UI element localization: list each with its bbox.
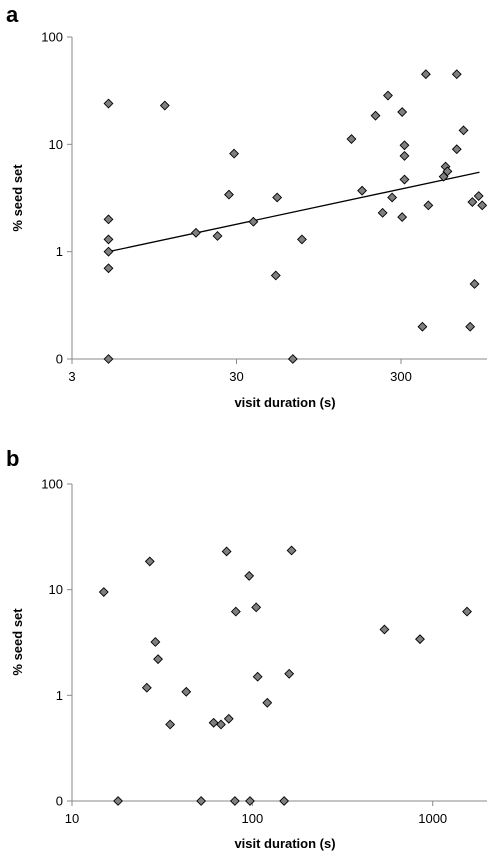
panel-a-data-point xyxy=(287,354,298,364)
panel-a-data-point xyxy=(423,200,434,211)
panel-b-x-axis-title: visit duration (s) xyxy=(234,836,335,851)
panel-b-data-point xyxy=(379,624,390,635)
panel-b-data-point xyxy=(196,796,207,806)
panel-a-data-point xyxy=(103,234,114,245)
panel-b-data-point xyxy=(286,545,297,556)
panel-a-data-point xyxy=(477,200,488,211)
panel-b-data-point xyxy=(252,671,263,682)
panel-a-data-point xyxy=(383,90,393,101)
panel-a-ticks: 0 1 10 100 3 30 300 xyxy=(41,30,412,385)
panel-b-data-point xyxy=(153,654,163,665)
panel-a-data-point xyxy=(212,231,223,241)
panel-b-y-tick-label: 10 xyxy=(49,582,63,597)
panel-a-trendline xyxy=(108,171,480,253)
panel-b-data-point xyxy=(98,587,109,597)
panel-a-data-point xyxy=(397,107,408,117)
panel-b-data-point xyxy=(415,634,425,645)
panel-a-y-tick-label: 0 xyxy=(56,352,63,367)
panel-b-letter: b xyxy=(6,446,19,471)
panel-b-ticks: 0 1 10 100 10 100 1000 xyxy=(41,477,447,827)
panel-a-data-point xyxy=(190,227,201,238)
panel-a-data-point xyxy=(229,148,240,159)
panel-b-data-point xyxy=(165,719,176,730)
panel-a-x-tick-label: 30 xyxy=(229,369,243,384)
panel-a-data-point xyxy=(103,98,114,109)
panel-a-data-point xyxy=(297,234,307,245)
panel-b-data-point xyxy=(221,546,232,557)
panel-b-data-point xyxy=(150,637,161,647)
panel-a-data-point xyxy=(473,191,484,201)
panel-b-y-tick-label: 100 xyxy=(41,477,63,492)
panel-a-data-point xyxy=(103,214,114,225)
panel-a-points xyxy=(103,69,488,364)
panel-a-data-point xyxy=(451,144,462,155)
panel-a-data-point xyxy=(417,321,428,332)
panel-a-data-point xyxy=(397,212,408,223)
panel-b-data-point xyxy=(251,602,262,613)
panel-b-data-point xyxy=(230,606,241,617)
panel-a-data-point xyxy=(103,263,114,274)
panel-a-data-point xyxy=(159,100,170,111)
panel-a-data-point xyxy=(465,321,476,332)
panel-b-data-point xyxy=(141,682,152,693)
panel-b-x-tick-label: 1000 xyxy=(418,811,447,826)
panel-a-data-point xyxy=(467,197,478,207)
panel-a-y-tick-label: 100 xyxy=(41,30,63,45)
panel-a-scatter-chart: a 0 1 10 100 3 30 300 visit duration (s) % see… xyxy=(6,2,488,410)
panel-b-data-point xyxy=(113,796,123,806)
panel-a-y-tick-label: 10 xyxy=(49,137,63,152)
panel-a-data-point xyxy=(248,216,259,227)
panel-a-data-point xyxy=(442,166,453,177)
panel-a-data-point xyxy=(451,69,462,80)
panel-b-data-point xyxy=(462,606,472,617)
panel-a-data-point xyxy=(224,189,234,200)
panel-b-y-axis-title: % seed set xyxy=(10,608,25,676)
panel-b-data-point xyxy=(245,796,255,806)
panel-b-data-point xyxy=(244,570,255,581)
panel-a-data-point xyxy=(377,207,388,218)
panel-a-data-point xyxy=(357,185,368,196)
panel-a-letter: a xyxy=(6,2,19,27)
panel-a-data-point xyxy=(387,192,398,203)
panel-a-data-point xyxy=(458,125,469,136)
panel-b-data-point xyxy=(262,697,273,708)
panel-b-data-point xyxy=(223,713,234,724)
panel-a-data-point xyxy=(469,279,480,289)
panel-a-x-axis-title: visit duration (s) xyxy=(234,395,335,410)
panel-b-data-point xyxy=(208,717,219,728)
panel-b-y-tick-label: 0 xyxy=(56,794,63,809)
panel-b-points xyxy=(98,545,472,806)
panel-a-data-point xyxy=(420,69,431,80)
panel-a-data-point xyxy=(103,354,114,364)
panel-a-y-tick-label: 1 xyxy=(56,244,63,259)
panel-a-data-point xyxy=(399,174,410,185)
panel-a-data-point xyxy=(399,140,410,151)
panel-a-x-tick-label: 3 xyxy=(68,369,75,384)
panel-a-data-point xyxy=(370,110,381,121)
panel-b-data-point xyxy=(181,686,192,697)
panel-a-data-point xyxy=(103,246,114,257)
panel-a-data-point xyxy=(270,270,281,281)
panel-b-y-tick-label: 1 xyxy=(56,688,63,703)
panel-b-x-tick-label: 10 xyxy=(65,811,79,826)
panel-a-data-point xyxy=(272,192,283,203)
panel-b-data-point xyxy=(144,556,155,567)
panel-b-data-point xyxy=(216,719,226,730)
panel-b-scatter-chart: b 0 1 10 100 10 100 1000 visit duration (s) % … xyxy=(6,446,487,851)
panel-a-x-tick-label: 300 xyxy=(390,369,412,384)
panel-b-data-point xyxy=(284,668,295,679)
panel-a-data-point xyxy=(346,134,357,144)
panel-b-data-point xyxy=(279,796,290,806)
panel-b-x-tick-label: 100 xyxy=(242,811,264,826)
panel-b-data-point xyxy=(229,796,240,806)
panel-a-data-point xyxy=(399,150,410,161)
panel-a-y-axis-title: % seed set xyxy=(10,164,25,232)
